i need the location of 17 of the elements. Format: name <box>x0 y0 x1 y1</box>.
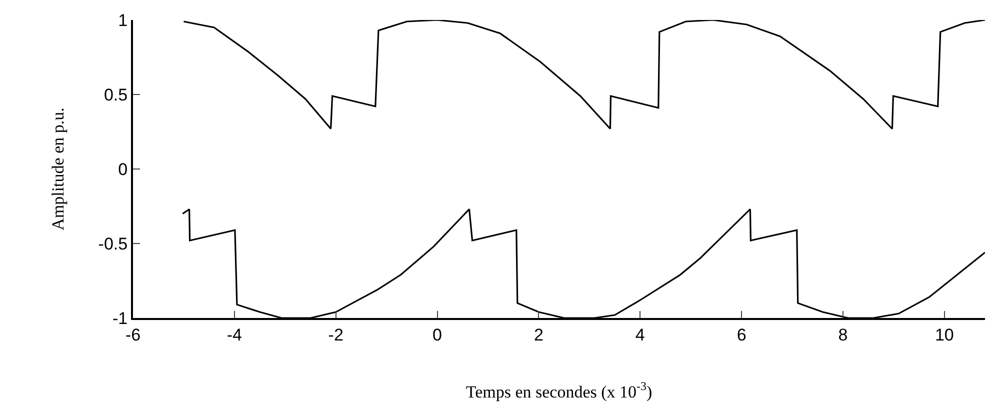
x-tick-label: 6 <box>736 325 746 344</box>
y-tick-label: 1 <box>118 10 128 30</box>
y-tick-label: 0.5 <box>104 85 128 104</box>
line-series <box>182 20 985 130</box>
x-tick-label: -2 <box>328 325 344 344</box>
x-tick-label: 2 <box>534 325 544 344</box>
y-tick-label: -0.5 <box>98 234 128 254</box>
y-tick-label: 0 <box>118 160 128 179</box>
x-tick-label: 4 <box>635 325 645 344</box>
x-tick-label: 10 <box>934 325 954 344</box>
x-tick-label: 8 <box>838 325 848 344</box>
y-axis-title: Amplitude en p.u. <box>48 108 68 230</box>
y-tick-label: -1 <box>112 308 128 328</box>
x-tick-label: -6 <box>125 325 141 344</box>
x-tick-label: 0 <box>432 325 442 344</box>
x-axis-title: Temps en secondes (x 10$^{-3}$) <box>466 379 652 402</box>
x-tick-label: -4 <box>226 325 242 344</box>
